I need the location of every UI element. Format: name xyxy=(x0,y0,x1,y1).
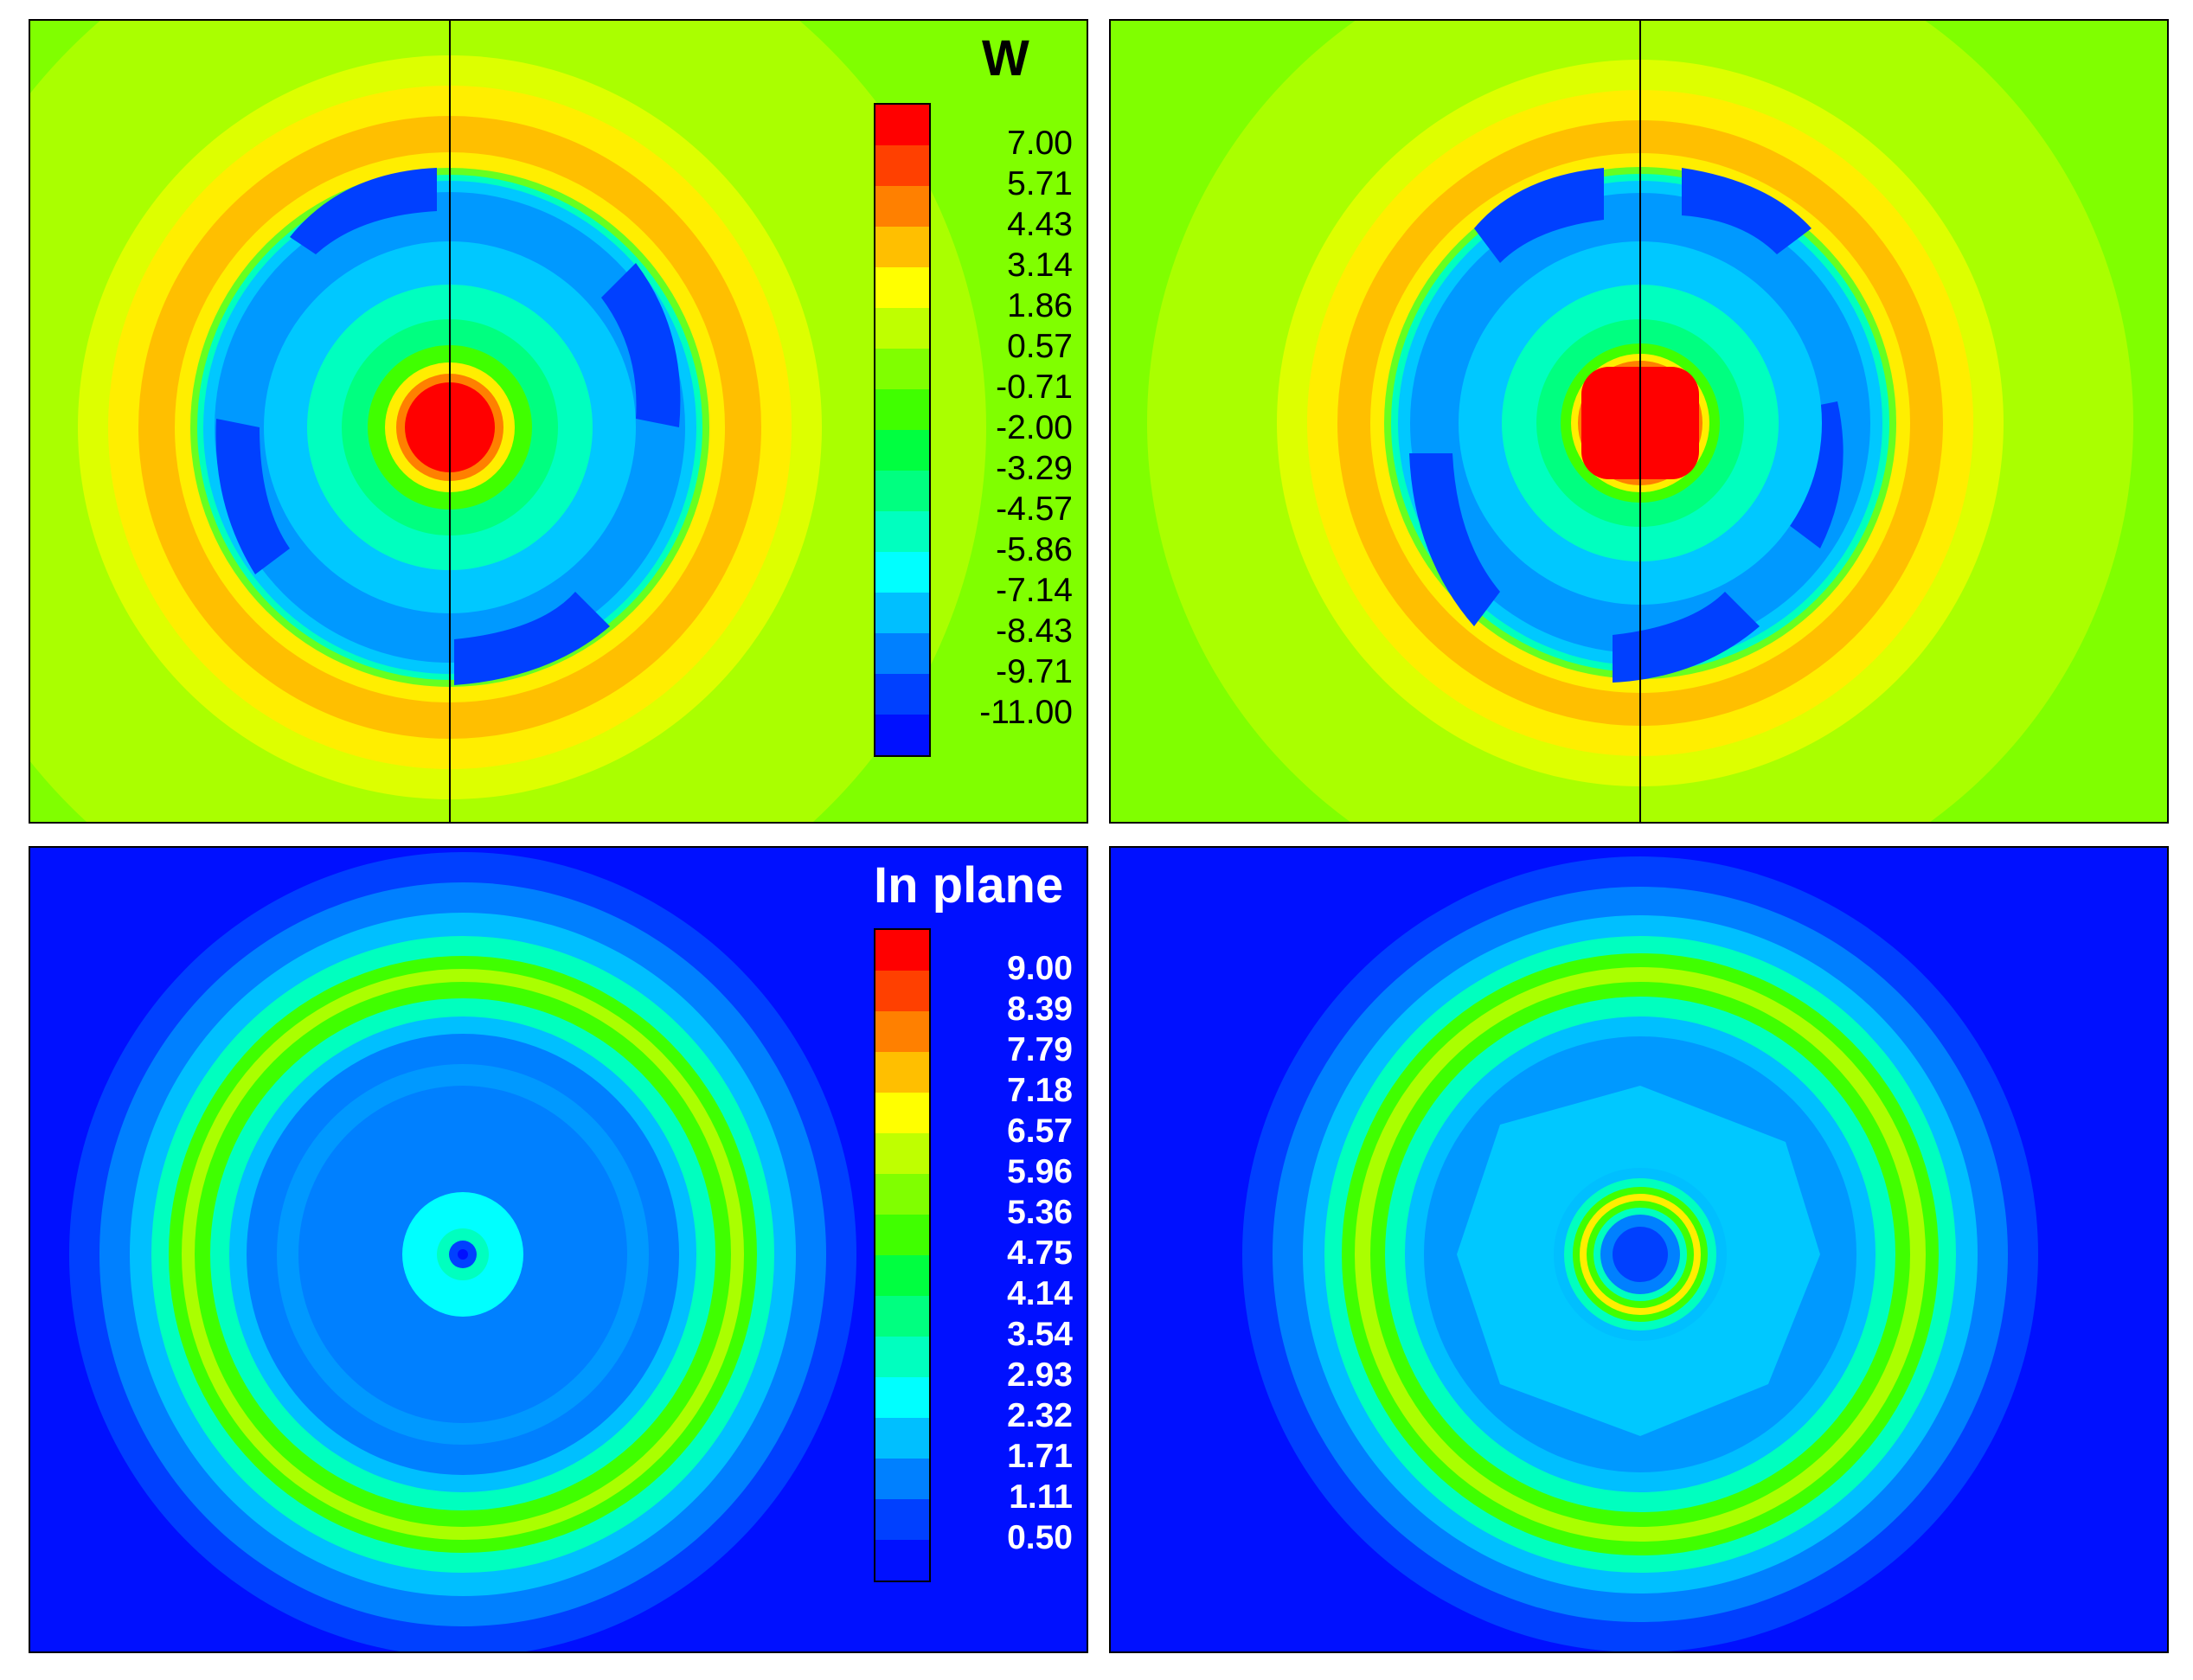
colorbar-w xyxy=(874,103,931,757)
colorbar-tick-label: 7.18 xyxy=(1007,1072,1073,1109)
colorbar-segment xyxy=(875,227,929,267)
colorbar-segment xyxy=(875,349,929,389)
colorbar-segment xyxy=(875,145,929,186)
colorbar-segment xyxy=(875,430,929,471)
colorbar-tick-label: -9.71 xyxy=(996,653,1073,690)
colorbar-segment xyxy=(875,308,929,349)
colorbar-segment xyxy=(875,1337,929,1377)
colorbar-segment xyxy=(875,1011,929,1052)
colorbar-segment xyxy=(875,471,929,511)
colorbar-tick-label: 7.79 xyxy=(1007,1031,1073,1068)
colorbar-tick-label: 4.14 xyxy=(1007,1275,1073,1312)
colorbar-segment xyxy=(875,930,929,971)
colorbar-tick-label: -0.71 xyxy=(996,369,1073,406)
colorbar-tick-label: 5.36 xyxy=(1007,1194,1073,1231)
colorbar-tick-label: 3.54 xyxy=(1007,1316,1073,1353)
colorbar-segment xyxy=(875,1296,929,1337)
colorbar-segment xyxy=(875,1377,929,1418)
colorbar-tick-label: 1.11 xyxy=(1009,1478,1073,1516)
colorbar-tick-label: -2.00 xyxy=(996,409,1073,446)
colorbar-segment xyxy=(875,633,929,674)
colorbar-segment xyxy=(875,971,929,1011)
colorbar-segment xyxy=(875,1499,929,1540)
colorbar-tick-label: 8.39 xyxy=(1007,991,1073,1028)
colorbar-segment xyxy=(875,186,929,227)
colorbar-segment xyxy=(875,1215,929,1255)
panel-bottom-right xyxy=(1109,846,2169,1653)
colorbar-tick-label: 6.57 xyxy=(1007,1113,1073,1150)
colorbar-tick-label: -7.14 xyxy=(996,572,1073,609)
colorbar-segment xyxy=(875,105,929,145)
colorbar-inplane xyxy=(874,928,931,1582)
colorbar-tick-label: -5.86 xyxy=(996,531,1073,568)
colorbar-tick-label: 0.50 xyxy=(1007,1519,1073,1556)
colorbar-tick-label: -4.57 xyxy=(996,491,1073,528)
colorbar-segment xyxy=(875,1174,929,1215)
colorbar-segment xyxy=(875,511,929,552)
contour-plot-inplane-2 xyxy=(1111,848,2167,1651)
colorbar-tick-label: 5.71 xyxy=(1007,165,1073,202)
colorbar-segment xyxy=(875,1093,929,1133)
colorbar-segment xyxy=(875,674,929,715)
colorbar-tick-label: 9.00 xyxy=(1007,950,1073,987)
colorbar-segment xyxy=(875,267,929,308)
colorbar-tick-label: 2.32 xyxy=(1007,1397,1073,1434)
colorbar-segment xyxy=(875,1459,929,1499)
colorbar-segment xyxy=(875,1133,929,1174)
colorbar-tick-label: 1.86 xyxy=(1007,287,1073,324)
colorbar-tick-label: 5.96 xyxy=(1007,1153,1073,1190)
colorbar-segment xyxy=(875,552,929,593)
colorbar-tick-label: 4.43 xyxy=(1007,206,1073,243)
legend-title-inplane: In plane xyxy=(874,857,1064,914)
colorbar-tick-label: 0.57 xyxy=(1007,328,1073,365)
colorbar-tick-label: 1.71 xyxy=(1007,1438,1073,1475)
panel-top-left: W 7.00 5.71 4.43 3.14 1.86 0.57 -0.71 -2.00 -3.2… xyxy=(29,19,1088,824)
colorbar-tick-label: 4.75 xyxy=(1007,1234,1073,1272)
colorbar-segment xyxy=(875,715,929,755)
colorbar-segment xyxy=(875,1540,929,1581)
colorbar-segment xyxy=(875,1052,929,1093)
colorbar-segment xyxy=(875,593,929,633)
colorbar-tick-label: 7.00 xyxy=(1007,125,1073,162)
colorbar-tick-label: 3.14 xyxy=(1007,247,1073,284)
contour-plot-w-1 xyxy=(30,21,1087,822)
colorbar-segment xyxy=(875,1418,929,1459)
colorbar-segment xyxy=(875,389,929,430)
panel-top-right xyxy=(1109,19,2169,824)
contour-plot-w-2 xyxy=(1111,21,2167,822)
colorbar-tick-label: -3.29 xyxy=(996,450,1073,487)
colorbar-tick-label: -8.43 xyxy=(996,612,1073,650)
colorbar-tick-label: -11.00 xyxy=(979,694,1073,731)
colorbar-segment xyxy=(875,1255,929,1296)
legend-title-w: W xyxy=(982,30,1029,87)
panel-bottom-left: In plane 9.00 8.39 7.79 7.18 6.57 5.96 5.36 4.7… xyxy=(29,846,1088,1653)
colorbar-tick-label: 2.93 xyxy=(1007,1356,1073,1394)
contour-plot-inplane-1 xyxy=(30,848,1087,1651)
